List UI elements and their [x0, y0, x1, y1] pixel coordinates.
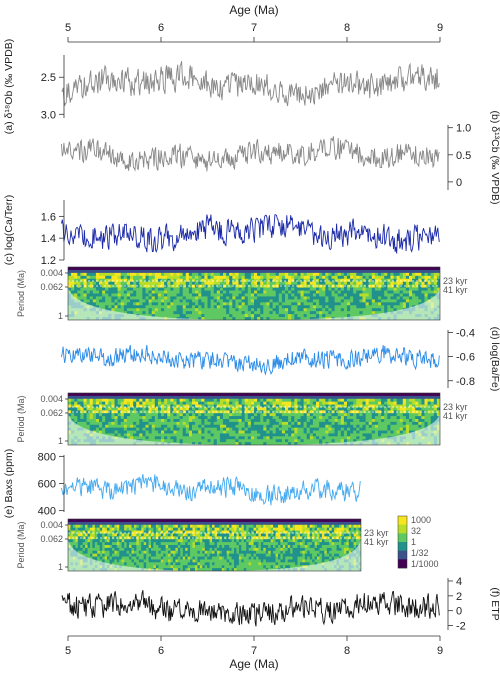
top-axis-title: Age (Ma)	[229, 3, 278, 17]
y-tick-label-f: 2	[456, 591, 462, 603]
wavelet-ylabel-d-wavelet: Period (Ma)	[16, 395, 26, 442]
top-age-tick-label: 8	[344, 22, 350, 34]
wavelet-tick-label-c-wavelet: 0.004	[40, 268, 63, 278]
bottom-axis-title: Age (Ma)	[229, 657, 278, 671]
heatmap-frame-c-wavelet	[67, 266, 441, 321]
band-label-c-wavelet: 23 kyr	[443, 276, 468, 286]
y-tick-label-f: 4	[456, 576, 462, 588]
y-tick-label-e: 400	[38, 506, 56, 518]
panel-label-e: (e) Baxs (ppm)	[3, 449, 15, 518]
panel-label-f: (f) ETP	[489, 587, 500, 620]
band-label-e-wavelet: 23 kyr	[364, 528, 389, 538]
panel-a-d18o: 2.5 3.0 (a) δ¹⁸Ob (‰ VPDB)	[3, 39, 440, 134]
panel-label-d: (d) log(Ba/Fe)	[489, 327, 500, 392]
heatmap-frame-e-wavelet	[67, 518, 362, 572]
wavelet-tick-label-c-wavelet: 0.062	[40, 282, 63, 292]
panel-label-b: (b) δ¹³Cb (‰ VPDB)	[489, 111, 500, 205]
heatmap-frame-d-wavelet	[67, 392, 441, 446]
series-line-f	[61, 590, 440, 627]
y-tick-label-c: 1.2	[41, 255, 56, 267]
colorbar-label: 1/32	[411, 548, 429, 558]
y-tick-label-a: 3.0	[41, 109, 56, 121]
series-line-b	[61, 136, 440, 172]
y-tick-label-d: -0.6	[456, 352, 475, 364]
y-tick-label-f: -2	[456, 621, 466, 633]
series-line-c	[61, 214, 440, 254]
colorbar-label: 32	[411, 526, 421, 536]
heatmap-cells-d-wavelet	[68, 393, 440, 445]
bottom-age-tick-label: 7	[251, 645, 257, 657]
top-age-tick-label: 6	[158, 22, 164, 34]
bottom-age-axis: 5 6 7 8 9 Age (Ma)	[65, 635, 443, 671]
cone-of-influence-c-wavelet	[68, 285, 440, 320]
y-tick-label-d: -0.4	[456, 327, 475, 339]
band-label-c-wavelet: 41 kyr	[443, 285, 468, 295]
y-tick-label-b: 0	[456, 177, 462, 189]
top-age-axis: 5 6 7 8 9 Age (Ma)	[65, 3, 443, 43]
panel-d-ba-fe: -0.4 -0.6 -0.8 (d) log(Ba/Fe)	[61, 327, 500, 392]
cone-of-influence-d-wavelet	[68, 411, 440, 445]
series-line-a	[61, 61, 440, 107]
y-tick-label-c: 1.6	[41, 211, 56, 223]
wavelet-tick-label-d-wavelet: 1	[58, 436, 63, 446]
band-label-d-wavelet: 41 kyr	[443, 411, 468, 421]
panel-c-ca-terr: 1.6 1.4 1.2 (c) log(Ca/Terr)	[3, 195, 440, 267]
heatmap-cells-e-wavelet	[68, 519, 361, 571]
wavelet-ylabel-c-wavelet: Period (Ma)	[16, 270, 26, 317]
bottom-age-tick-label: 6	[158, 645, 164, 657]
panel-b-d13c: 1.0 0.5 0 (b) δ¹³Cb (‰ VPDB)	[61, 111, 500, 205]
wavelet-tick-label-d-wavelet: 0.062	[40, 408, 63, 418]
wavelet-ylabel-e-wavelet: Period (Ma)	[16, 521, 26, 568]
top-age-tick-label: 9	[437, 22, 443, 34]
panel-label-c: (c) log(Ca/Terr)	[3, 195, 15, 266]
panel-e-baxs: 800 600 400 (e) Baxs (ppm)	[3, 449, 361, 518]
bottom-age-tick-label: 9	[437, 645, 443, 657]
band-label-d-wavelet: 23 kyr	[443, 402, 468, 412]
y-tick-label-b: 0.5	[456, 150, 471, 162]
colorbar-swatch	[398, 524, 407, 534]
top-age-tick-label: 5	[65, 22, 71, 34]
y-tick-label-d: -0.8	[456, 376, 475, 388]
wavelet-tick-label-e-wavelet: 0.004	[40, 520, 63, 530]
panel-f-etp: 4 2 0 -2 (f) ETP	[61, 576, 500, 633]
series-line-d	[61, 344, 440, 376]
colorbar-swatch	[398, 533, 407, 543]
wavelet-tick-label-c-wavelet: 1	[58, 311, 63, 321]
y-tick-label-f: 0	[456, 606, 462, 618]
colorbar-swatch	[398, 516, 407, 525]
top-age-tick-label: 7	[251, 22, 257, 34]
band-label-e-wavelet: 41 kyr	[364, 537, 389, 547]
bottom-age-tick-label: 8	[344, 645, 350, 657]
heatmap-cells-c-wavelet	[68, 267, 440, 320]
y-tick-label-e: 600	[38, 479, 56, 491]
colorbar-swatch	[398, 550, 407, 560]
series-line-e	[61, 474, 361, 506]
wavelet-tick-label-d-wavelet: 0.004	[40, 394, 63, 404]
colorbar-frame	[397, 515, 408, 569]
colorbar-swatch	[398, 559, 407, 569]
bottom-age-tick-label: 5	[65, 645, 71, 657]
cone-of-influence-e-wavelet	[68, 537, 361, 571]
y-tick-label-c: 1.4	[41, 233, 56, 245]
y-tick-label-a: 2.5	[41, 72, 56, 84]
colorbar-swatch	[398, 542, 407, 551]
colorbar-label: 1	[411, 537, 416, 547]
colorbar-label: 1/1000	[411, 559, 439, 569]
wavelet-tick-label-e-wavelet: 0.062	[40, 534, 63, 544]
colorbar-label: 1000	[411, 515, 431, 525]
y-tick-label-b: 1.0	[456, 123, 471, 135]
y-tick-label-e: 800	[38, 451, 56, 463]
panel-label-a: (a) δ¹⁸Ob (‰ VPDB)	[3, 39, 15, 134]
wavelet-tick-label-e-wavelet: 1	[58, 562, 63, 572]
